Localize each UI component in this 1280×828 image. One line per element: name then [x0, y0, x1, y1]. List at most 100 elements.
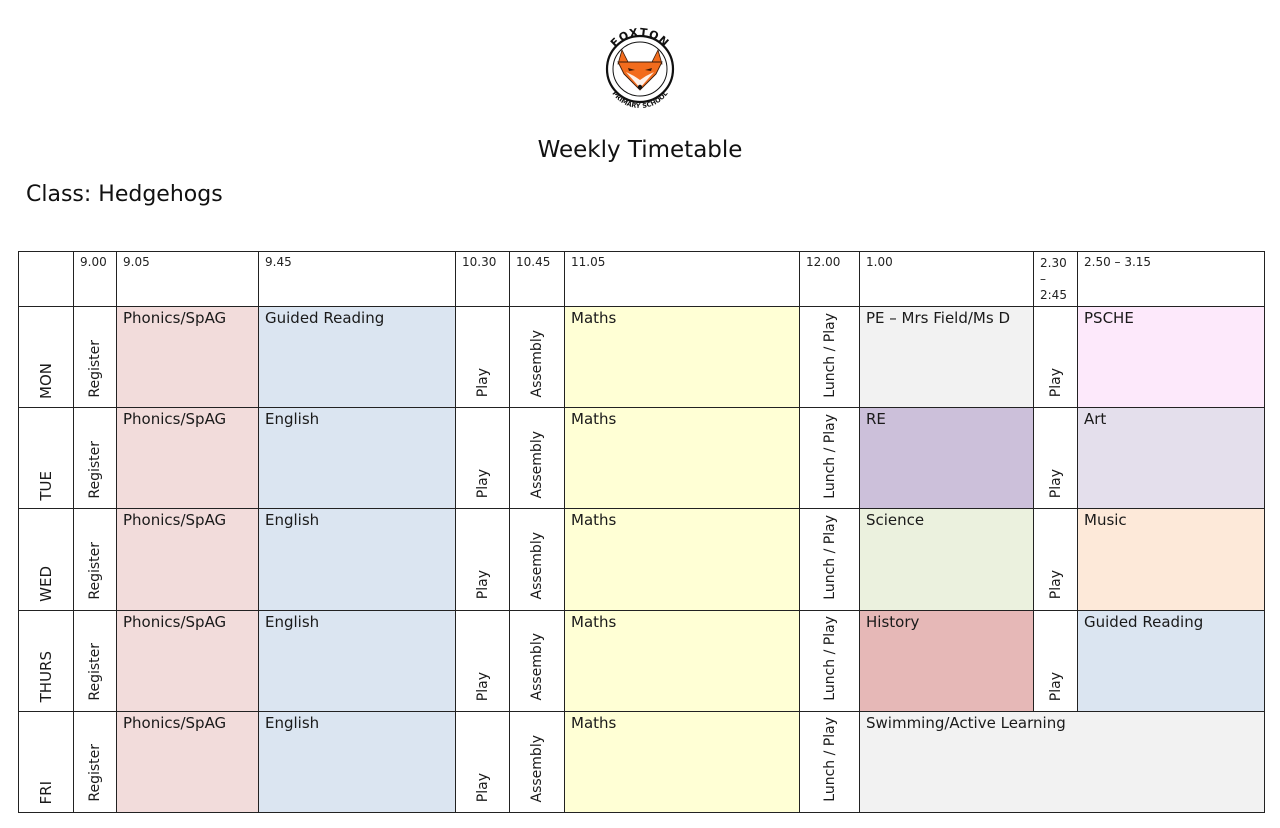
lesson-cell-maths: Maths	[564, 407, 800, 510]
class-name: Class: Hedgehogs	[26, 182, 223, 207]
day-label-cell: MON	[18, 306, 74, 409]
register-cell: Register	[73, 609, 117, 712]
lunch-cell: Lunch / Play	[799, 407, 860, 510]
play-label: Play	[474, 772, 491, 802]
play-cell: Play	[455, 306, 510, 409]
lesson-cell-phonics: Phonics/SpAG	[116, 710, 259, 814]
lesson-cell-maths: Maths	[564, 710, 800, 814]
lunch-cell: Lunch / Play	[799, 306, 860, 409]
time-header-phonics: 9.05	[116, 250, 259, 308]
lunch-label: Lunch / Play	[821, 717, 838, 802]
lesson-cell-re: RE	[859, 407, 1034, 510]
assembly-label: Assembly	[529, 329, 545, 398]
lesson-cell-swimming: Swimming/Active Learning	[859, 710, 1265, 814]
register-label: Register	[87, 440, 103, 499]
lesson-cell-art: Art	[1077, 407, 1265, 510]
register-label: Register	[87, 339, 103, 398]
lunch-cell: Lunch / Play	[799, 609, 860, 712]
time-header-assembly: 10.45	[509, 250, 565, 308]
register-cell: Register	[73, 306, 117, 409]
day-label-cell: FRI	[18, 710, 74, 814]
fox-icon	[617, 48, 663, 91]
lunch-label: Lunch / Play	[821, 312, 838, 398]
lesson-cell-maths: Maths	[564, 609, 800, 712]
lesson-cell-phonics: Phonics/SpAG	[116, 407, 259, 510]
lesson-cell-guided-reading: Guided Reading	[258, 306, 456, 409]
play-label: Play	[474, 570, 491, 600]
play-cell: Play	[455, 508, 510, 611]
play-label: Play	[474, 368, 491, 398]
play-label: Play	[474, 671, 491, 701]
page-title: Weekly Timetable	[537, 137, 743, 163]
lesson-cell-phonics: Phonics/SpAG	[116, 306, 259, 409]
assembly-cell: Assembly	[509, 306, 565, 409]
day-row-wed: WED Register Phonics/SpAG English Play A…	[18, 508, 1265, 611]
register-cell: Register	[73, 710, 117, 814]
lunch-label: Lunch / Play	[821, 413, 838, 499]
play-cell: Play	[1033, 407, 1078, 510]
lesson-cell-phonics: Phonics/SpAG	[116, 609, 259, 712]
assembly-cell: Assembly	[509, 407, 565, 510]
time-header-play2: 2.30 – 2:45	[1033, 250, 1078, 308]
corner-cell	[18, 250, 74, 308]
play-label: Play	[1047, 368, 1064, 398]
assembly-cell: Assembly	[509, 609, 565, 712]
play-label: Play	[474, 469, 491, 499]
register-label: Register	[87, 643, 103, 701]
time-header-play1: 10.30	[455, 250, 510, 308]
lunch-cell: Lunch / Play	[799, 710, 860, 814]
register-label: Register	[87, 541, 103, 600]
time-header-maths: 11.05	[564, 250, 800, 308]
lesson-cell-science: Science	[859, 508, 1034, 611]
day-label-cell: TUE	[18, 407, 74, 510]
day-label: THURS	[37, 651, 55, 703]
lesson-cell-history: History	[859, 609, 1034, 712]
day-label: FRI	[37, 780, 55, 804]
time-header-register: 9.00	[73, 250, 117, 308]
day-row-thurs: THURS Register Phonics/SpAG English Play…	[18, 609, 1265, 712]
assembly-cell: Assembly	[509, 710, 565, 814]
assembly-label: Assembly	[529, 633, 545, 701]
day-row-mon: MON Register Phonics/SpAG Guided Reading…	[18, 306, 1265, 409]
day-row-fri: FRI Register Phonics/SpAG English Play A…	[18, 710, 1265, 814]
lunch-cell: Lunch / Play	[799, 508, 860, 611]
day-label-cell: WED	[18, 508, 74, 611]
lunch-label: Lunch / Play	[821, 514, 838, 600]
lesson-cell-music: Music	[1077, 508, 1265, 611]
time-header-lunch: 12.00	[799, 250, 860, 308]
assembly-label: Assembly	[529, 734, 545, 802]
register-cell: Register	[73, 508, 117, 611]
day-label: WED	[37, 565, 55, 602]
lesson-cell-psche: PSCHE	[1077, 306, 1265, 409]
lesson-cell-maths: Maths	[564, 306, 800, 409]
school-logo: FOXTON PRIMARY SCHOOL	[605, 26, 675, 110]
play-label: Play	[1047, 570, 1064, 600]
day-row-tue: TUE Register Phonics/SpAG English Play A…	[18, 407, 1265, 510]
play-cell: Play	[455, 609, 510, 712]
lunch-label: Lunch / Play	[821, 616, 838, 701]
time-header-afternoon: 1.00	[859, 250, 1034, 308]
play-cell: Play	[1033, 508, 1078, 611]
lesson-cell-english: English	[258, 407, 456, 510]
lesson-cell-pe: PE – Mrs Field/Ms D	[859, 306, 1034, 409]
time-header-lesson2: 9.45	[258, 250, 456, 308]
lesson-cell-maths: Maths	[564, 508, 800, 611]
play-cell: Play	[1033, 609, 1078, 712]
time-header-row: 9.00 9.05 9.45 10.30 10.45 11.05 12.00 1…	[18, 250, 1265, 308]
lesson-cell-english: English	[258, 609, 456, 712]
lesson-cell-guided-reading: Guided Reading	[1077, 609, 1265, 712]
register-cell: Register	[73, 407, 117, 510]
assembly-label: Assembly	[529, 430, 545, 499]
assembly-label: Assembly	[529, 532, 545, 600]
day-label-cell: THURS	[18, 609, 74, 712]
lesson-cell-phonics: Phonics/SpAG	[116, 508, 259, 611]
register-label: Register	[87, 744, 103, 802]
play-cell: Play	[455, 710, 510, 814]
play-cell: Play	[1033, 306, 1078, 409]
timetable: 9.00 9.05 9.45 10.30 10.45 11.05 12.00 1…	[18, 250, 1265, 814]
time-header-last: 2.50 – 3.15	[1077, 250, 1265, 308]
lesson-cell-english: English	[258, 508, 456, 611]
play-label: Play	[1047, 671, 1064, 701]
day-label: TUE	[37, 470, 55, 501]
lesson-cell-english: English	[258, 710, 456, 814]
